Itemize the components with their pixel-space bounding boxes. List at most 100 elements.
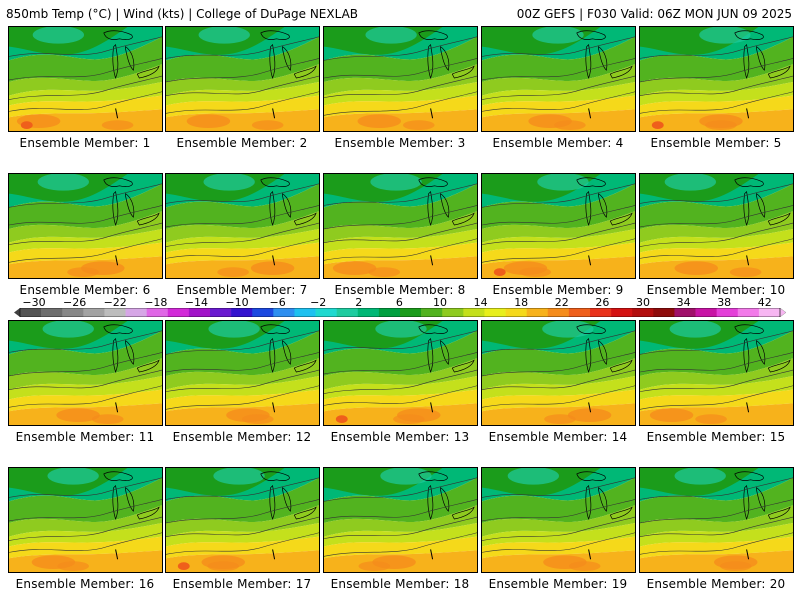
colorbar-tick-label: 22 bbox=[554, 296, 569, 309]
ensemble-member-label: Ensemble Member: 19 bbox=[488, 577, 628, 591]
colorbar-segment bbox=[442, 308, 464, 317]
temperature-colorbar bbox=[14, 308, 786, 317]
colorbar-min-arrow bbox=[14, 308, 20, 317]
ensemble-member-map bbox=[165, 173, 320, 279]
ensemble-member-label: Ensemble Member: 14 bbox=[488, 430, 628, 444]
ensemble-member-map bbox=[323, 173, 478, 279]
ensemble-member-map bbox=[8, 320, 163, 426]
ensemble-member-label: Ensemble Member: 10 bbox=[646, 283, 786, 297]
product-title: 850mb Temp (°C) | Wind (kts) | College o… bbox=[6, 7, 359, 21]
map-header: 850mb Temp (°C) | Wind (kts) | College o… bbox=[0, 0, 800, 24]
colorbar-tick-label: −2 bbox=[310, 296, 327, 309]
ensemble-member-map bbox=[481, 173, 636, 279]
colorbar-max-arrow bbox=[779, 308, 786, 317]
colorbar-segment bbox=[146, 308, 169, 317]
colorbar-tick-label: −18 bbox=[144, 296, 168, 309]
ensemble-member-map bbox=[323, 26, 478, 132]
ensemble-member-map bbox=[8, 173, 163, 279]
colorbar-segment bbox=[400, 308, 422, 317]
ensemble-member-label: Ensemble Member: 1 bbox=[19, 136, 151, 150]
colorbar-segment bbox=[336, 308, 359, 317]
colorbar-segment bbox=[590, 308, 612, 317]
colorbar-segment bbox=[188, 308, 211, 317]
colorbar-tick-label: −10 bbox=[225, 296, 249, 309]
colorbar-tick-label: 34 bbox=[676, 296, 691, 309]
colorbar-segment bbox=[62, 308, 84, 317]
ensemble-member-label: Ensemble Member: 3 bbox=[334, 136, 466, 150]
colorbar-tick-label: −14 bbox=[184, 296, 208, 309]
ensemble-member-map bbox=[165, 320, 320, 426]
colorbar-tick-label: 42 bbox=[757, 296, 772, 309]
colorbar-segment bbox=[252, 308, 274, 317]
colorbar-segment bbox=[20, 308, 42, 317]
ensemble-member-label: Ensemble Member: 17 bbox=[172, 577, 312, 591]
ensemble-member-label: Ensemble Member: 8 bbox=[334, 283, 466, 297]
colorbar-tick-label: 18 bbox=[514, 296, 529, 309]
colorbar-tick-label: 2 bbox=[355, 296, 363, 309]
colorbar-segment bbox=[104, 308, 126, 317]
ensemble-member-map bbox=[639, 173, 794, 279]
ensemble-member-label: Ensemble Member: 20 bbox=[646, 577, 786, 591]
colorbar-tick-label: −26 bbox=[62, 296, 87, 309]
colorbar-tick-label: 14 bbox=[473, 296, 488, 309]
colorbar-tick-label: −22 bbox=[103, 296, 127, 309]
ensemble-member-map bbox=[639, 467, 794, 573]
ensemble-member-map bbox=[323, 467, 478, 573]
colorbar-segment bbox=[167, 308, 190, 317]
colorbar-segment bbox=[210, 308, 232, 317]
ensemble-member-map bbox=[481, 467, 636, 573]
colorbar-segment bbox=[758, 308, 781, 317]
ensemble-member-label: Ensemble Member: 6 bbox=[19, 283, 151, 297]
ensemble-member-label: Ensemble Member: 2 bbox=[176, 136, 308, 150]
colorbar-segment bbox=[315, 308, 337, 317]
colorbar-tick-label: 38 bbox=[717, 296, 732, 309]
colorbar-segment bbox=[695, 308, 717, 317]
colorbar-segment bbox=[421, 308, 443, 317]
colorbar-segment bbox=[378, 308, 401, 317]
colorbar-tick-labels: −30 −26 −22 −18 −14 −10 −6 −2 2 6 10 14 18 22 26 30 34 38… bbox=[0, 296, 800, 309]
ensemble-member-label: Ensemble Member: 7 bbox=[176, 283, 308, 297]
ensemble-member-label: Ensemble Member: 9 bbox=[492, 283, 624, 297]
colorbar-segment bbox=[505, 308, 527, 317]
ensemble-member-map bbox=[8, 467, 163, 573]
colorbar-segment bbox=[526, 308, 549, 317]
ensemble-member-map bbox=[639, 320, 794, 426]
ensemble-member-map bbox=[165, 467, 320, 573]
ensemble-member-label: Ensemble Member: 4 bbox=[492, 136, 624, 150]
colorbar-segment bbox=[568, 308, 591, 317]
ensemble-member-map bbox=[165, 26, 320, 132]
colorbar-segment bbox=[125, 308, 147, 317]
colorbar-segment bbox=[231, 308, 253, 317]
colorbar-segment bbox=[632, 308, 654, 317]
colorbar-segment bbox=[294, 308, 316, 317]
colorbar-tick-label: −30 bbox=[22, 296, 46, 309]
ensemble-member-map bbox=[323, 320, 478, 426]
colorbar-segment bbox=[484, 308, 506, 317]
colorbar-segment bbox=[716, 308, 739, 317]
colorbar-segment bbox=[273, 308, 295, 317]
colorbar-segment bbox=[41, 308, 63, 317]
colorbar-segment bbox=[83, 308, 105, 317]
ensemble-member-map bbox=[481, 26, 636, 132]
ensemble-member-label: Ensemble Member: 18 bbox=[330, 577, 470, 591]
ensemble-member-map bbox=[481, 320, 636, 426]
colorbar-segment bbox=[674, 308, 696, 317]
colorbar-segment bbox=[653, 308, 675, 317]
colorbar-segment bbox=[611, 308, 633, 317]
run-valid-time: 00Z GEFS | F030 Valid: 06Z MON JUN 09 20… bbox=[516, 7, 792, 21]
colorbar-tick-label: 10 bbox=[433, 296, 447, 309]
colorbar-segment bbox=[463, 308, 485, 317]
ensemble-member-label: Ensemble Member: 5 bbox=[650, 136, 782, 150]
colorbar-tick-label: 26 bbox=[595, 296, 610, 309]
colorbar-tick-label: −6 bbox=[269, 296, 286, 309]
colorbar-tick-label: 6 bbox=[395, 296, 403, 309]
colorbar-segment bbox=[357, 308, 380, 317]
ensemble-member-map bbox=[639, 26, 794, 132]
colorbar-tick-label: 30 bbox=[636, 296, 650, 309]
ensemble-member-label: Ensemble Member: 12 bbox=[172, 430, 312, 444]
colorbar-segment bbox=[547, 308, 570, 317]
ensemble-member-label: Ensemble Member: 16 bbox=[15, 577, 155, 591]
ensemble-member-map bbox=[8, 26, 163, 132]
ensemble-member-label: Ensemble Member: 11 bbox=[15, 430, 155, 444]
ensemble-member-label: Ensemble Member: 13 bbox=[330, 430, 470, 444]
